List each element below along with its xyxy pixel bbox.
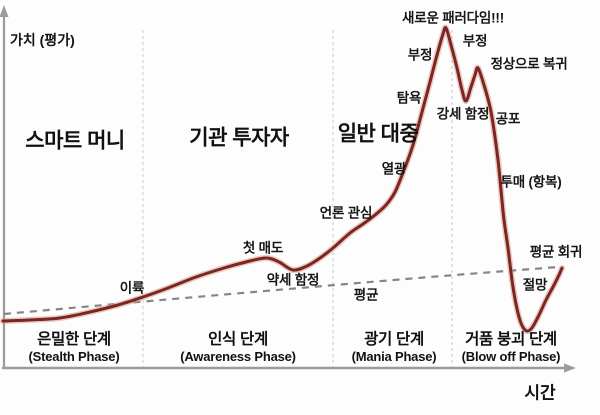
greed-label: 탐욕: [396, 90, 422, 106]
phase-mania-korean: 광기 단계: [364, 331, 424, 348]
denial-right-label: 부정: [462, 33, 488, 49]
mean-label: 평균: [353, 287, 379, 303]
mean-line: [3, 265, 559, 316]
despair-label: 절망: [522, 277, 548, 293]
capitulation-label: 투매 (항복): [500, 174, 562, 190]
time-axis-label: 시간: [524, 383, 556, 403]
phase-stealth-english: (Stealth Phase): [28, 348, 120, 364]
institutional-investors-label: 기관 투자자: [189, 126, 289, 150]
bear-trap-label: 약세 함정: [266, 272, 320, 288]
phase-awareness-korean: 인식 단계: [208, 331, 268, 348]
phase-stealth-korean: 은밀한 단계: [37, 331, 111, 348]
market-curve: [1, 26, 564, 333]
phase-blowoff-english: (Blow off Phase): [461, 348, 561, 364]
bull-trap-label: 강세 함정: [436, 106, 490, 122]
new-paradigm-label: 새로운 패러다임!!!: [402, 10, 504, 26]
first-sell-off-label: 첫 매도: [242, 240, 284, 256]
mean-reversion-label: 평균 회귀: [529, 244, 583, 260]
time-axis-arrow: [564, 363, 576, 373]
phase-mania: 광기 단계 (Mania Phase): [352, 331, 437, 365]
enthusiasm-label: 열광: [381, 161, 407, 177]
media-attention-label: 언론 관심: [319, 205, 373, 221]
smart-money-label: 스마트 머니: [25, 129, 125, 153]
phase-mania-english: (Mania Phase): [351, 348, 437, 364]
phase-stealth: 은밀한 단계 (Stealth Phase): [29, 331, 120, 365]
return-to-normal-label: 정상으로 복귀: [490, 56, 568, 72]
phase-awareness-english: (Awareness Phase): [180, 348, 296, 364]
denial-left-label: 부정: [407, 47, 433, 63]
general-public-label: 일반 대중: [337, 122, 419, 146]
value-axis-label: 가치 (평가): [10, 32, 75, 48]
phase-blowoff-korean: 거품 붕괴 단계: [465, 331, 557, 348]
value-axis-arrow: [0, 5, 9, 17]
take-off-label: 이륙: [119, 280, 145, 296]
phase-awareness: 인식 단계 (Awareness Phase): [180, 331, 296, 365]
phase-blowoff: 거품 붕괴 단계 (Blow off Phase): [462, 331, 561, 365]
fear-label: 공포: [495, 111, 521, 127]
